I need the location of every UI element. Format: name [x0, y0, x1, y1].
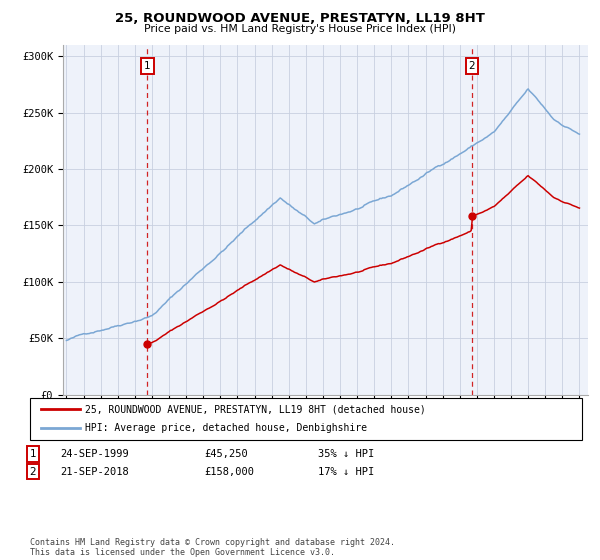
- Text: 2: 2: [469, 61, 475, 71]
- Text: 24-SEP-1999: 24-SEP-1999: [60, 449, 129, 459]
- Text: Price paid vs. HM Land Registry's House Price Index (HPI): Price paid vs. HM Land Registry's House …: [144, 24, 456, 34]
- Text: 17% ↓ HPI: 17% ↓ HPI: [318, 466, 374, 477]
- Text: 35% ↓ HPI: 35% ↓ HPI: [318, 449, 374, 459]
- Text: 25, ROUNDWOOD AVENUE, PRESTATYN, LL19 8HT (detached house): 25, ROUNDWOOD AVENUE, PRESTATYN, LL19 8H…: [85, 404, 426, 414]
- Text: 21-SEP-2018: 21-SEP-2018: [60, 466, 129, 477]
- Text: £45,250: £45,250: [204, 449, 248, 459]
- Text: £158,000: £158,000: [204, 466, 254, 477]
- Text: 1: 1: [29, 449, 37, 459]
- Text: 2: 2: [29, 466, 37, 477]
- Text: Contains HM Land Registry data © Crown copyright and database right 2024.
This d: Contains HM Land Registry data © Crown c…: [30, 538, 395, 557]
- Text: 1: 1: [144, 61, 151, 71]
- Text: 25, ROUNDWOOD AVENUE, PRESTATYN, LL19 8HT: 25, ROUNDWOOD AVENUE, PRESTATYN, LL19 8H…: [115, 12, 485, 25]
- Text: HPI: Average price, detached house, Denbighshire: HPI: Average price, detached house, Denb…: [85, 423, 367, 433]
- FancyBboxPatch shape: [30, 398, 582, 440]
